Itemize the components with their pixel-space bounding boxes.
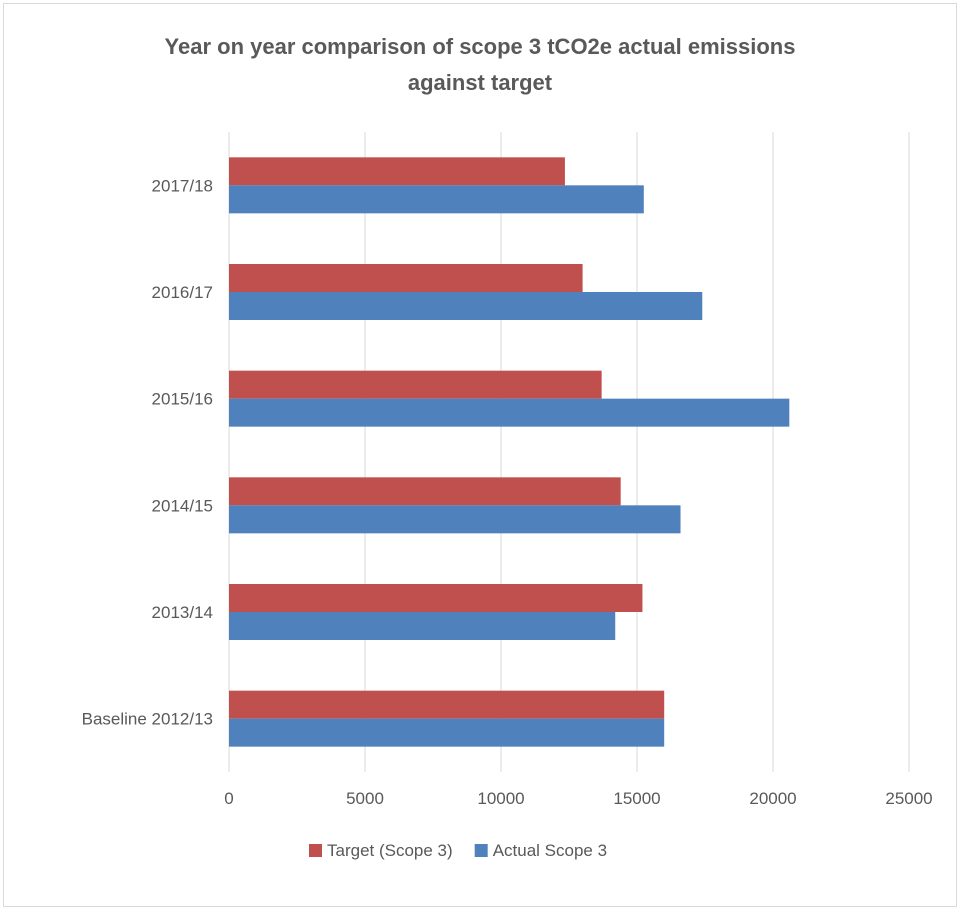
y-tick-label: 2014/15 [152, 496, 213, 515]
bar-actual-3 [229, 398, 790, 427]
chart-title-line-1: Year on year comparison of scope 3 tCO2e… [165, 34, 796, 59]
bars [229, 157, 790, 747]
y-axis-labels: Baseline 2012/13 2013/14 2014/15 2015/16 201… [82, 176, 213, 728]
x-tick-label: 5000 [346, 789, 384, 808]
chart: Year on year comparison of scope 3 tCO2e… [82, 34, 933, 860]
y-tick-label: 2015/16 [152, 390, 213, 409]
y-tick-label: Baseline 2012/13 [82, 710, 213, 729]
x-tick-label: 20000 [749, 789, 796, 808]
legend-label-actual: Actual Scope 3 [493, 841, 607, 860]
y-tick-label: 2016/17 [152, 283, 213, 302]
legend-label-target: Target (Scope 3) [327, 841, 453, 860]
legend-swatch-actual [474, 844, 488, 857]
bar-actual-1 [229, 612, 616, 640]
chart-title-line-2: against target [408, 70, 553, 95]
legend-swatch-target [309, 844, 322, 857]
bar-target-5 [229, 157, 565, 186]
x-tick-label: 15000 [613, 789, 660, 808]
bar-target-4 [229, 264, 583, 292]
x-axis-labels: 0 5000 10000 15000 20000 25000 [224, 789, 932, 808]
y-tick-label: 2017/18 [152, 176, 213, 195]
x-tick-label: 25000 [885, 789, 932, 808]
bar-target-0 [229, 690, 665, 719]
bar-target-2 [229, 477, 621, 506]
x-tick-label: 0 [224, 789, 233, 808]
bar-actual-0 [229, 718, 665, 747]
gridlines [228, 132, 910, 772]
y-tick-label: 2013/14 [152, 603, 213, 622]
bar-target-1 [229, 584, 643, 612]
bar-actual-4 [229, 292, 703, 320]
bar-actual-5 [229, 185, 644, 214]
bar-actual-2 [229, 505, 681, 534]
bar-target-3 [229, 370, 602, 399]
legend: Target (Scope 3) Actual Scope 3 [309, 841, 607, 860]
chart-frame: Year on year comparison of scope 3 tCO2e… [3, 3, 957, 907]
x-tick-label: 10000 [477, 789, 524, 808]
